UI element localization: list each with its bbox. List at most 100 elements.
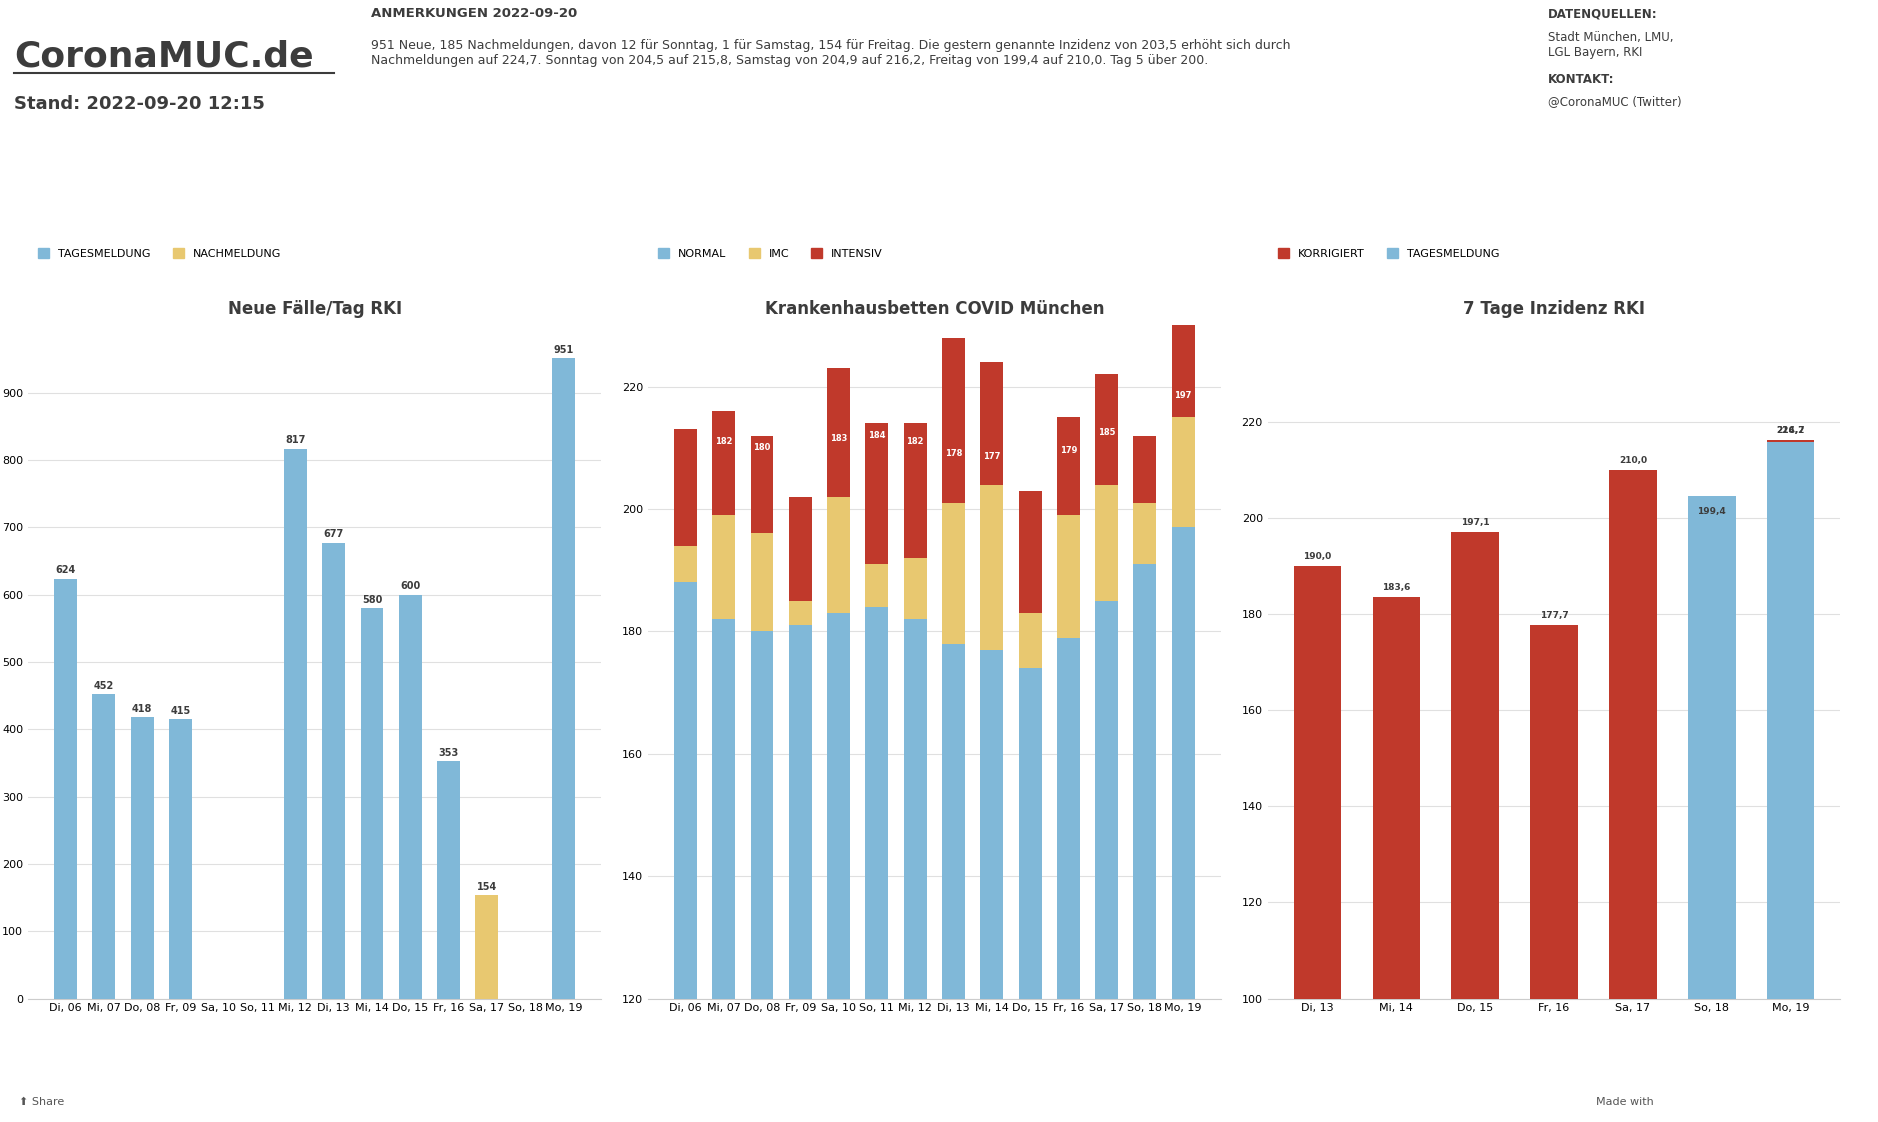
Bar [674, 430, 697, 545]
Text: INTENSIV: INTENSIV [1164, 273, 1211, 283]
Text: 5.621: 5.621 [725, 206, 839, 240]
Text: 951: 951 [554, 344, 573, 355]
Bar [712, 411, 734, 515]
Bar [1452, 532, 1499, 1122]
Text: 197: 197 [973, 206, 1031, 234]
Bar [866, 607, 888, 1122]
Bar [1373, 597, 1420, 1122]
Bar [1134, 435, 1157, 503]
Bar [712, 515, 734, 619]
Bar [1018, 613, 1042, 668]
Text: 190,0: 190,0 [1303, 552, 1332, 561]
Bar [943, 338, 965, 503]
Text: Quelle: CoronaMUC
LMU: 0,96 2022-09-19: Quelle: CoronaMUC LMU: 0,96 2022-09-19 [1337, 255, 1478, 283]
Title: Neue Fälle/Tag RKI: Neue Fälle/Tag RKI [227, 301, 402, 319]
Legend: KORRIGIERT, TAGESMELDUNG: KORRIGIERT, TAGESMELDUNG [1273, 243, 1504, 263]
Text: 181: 181 [791, 440, 809, 449]
Text: 183,6: 183,6 [1382, 582, 1410, 591]
Bar [789, 600, 811, 625]
Text: BESTÄTIGTE FÄLLE: BESTÄTIGTE FÄLLE [94, 158, 216, 171]
Bar [674, 582, 697, 1122]
Bar [903, 558, 926, 619]
Text: AKTUELL INFIZIERTE*: AKTUELL INFIZIERTE* [710, 158, 853, 171]
Text: 182: 182 [907, 438, 924, 447]
Text: * Genesene:  7 Tages Durchschnitt der Summe RKI vor 10 Tagen | Aktuell Infiziert: * Genesene: 7 Tages Durchschnitt der Sum… [526, 1039, 1352, 1054]
Bar [1095, 375, 1117, 485]
Text: 353: 353 [438, 747, 458, 757]
Text: Stand: 2022-09-20 12:15: Stand: 2022-09-20 12:15 [13, 95, 265, 113]
Text: INZIDENZ RKI: INZIDENZ RKI [1675, 158, 1765, 171]
Title: 7 Tage Inzidenz RKI: 7 Tage Inzidenz RKI [1463, 301, 1645, 319]
Text: +6: +6 [441, 206, 496, 240]
Bar [980, 485, 1003, 650]
Text: 177,7: 177,7 [1540, 611, 1568, 620]
Text: +1.073: +1.073 [83, 206, 227, 240]
Bar [826, 613, 851, 1122]
Text: 20: 20 [1168, 206, 1208, 234]
Text: 624: 624 [56, 565, 75, 576]
Text: 154: 154 [477, 882, 498, 892]
Bar [751, 435, 774, 533]
Bar [751, 533, 774, 632]
Text: 452: 452 [94, 681, 115, 691]
Text: Made with: Made with [1596, 1097, 1655, 1107]
Text: REPRODUKTIONSWERT: REPRODUKTIONSWERT [1332, 158, 1484, 171]
Text: 197,1: 197,1 [1461, 518, 1489, 527]
Bar [1134, 503, 1157, 564]
Text: Stadt München, LMU,
LGL Bayern, RKI: Stadt München, LMU, LGL Bayern, RKI [1547, 31, 1673, 58]
Text: 178: 178 [945, 450, 962, 459]
Bar [789, 497, 811, 600]
Bar [131, 717, 154, 999]
Text: NORMAL: NORMAL [978, 273, 1024, 283]
Text: 174: 174 [1022, 461, 1039, 470]
Bar [903, 619, 926, 1122]
Bar [903, 423, 926, 558]
Text: 210,0: 210,0 [1619, 456, 1647, 465]
Bar [284, 449, 306, 999]
Bar [1688, 496, 1735, 1122]
Legend: NORMAL, IMC, INTENSIV: NORMAL, IMC, INTENSIV [654, 243, 888, 263]
Bar [826, 368, 851, 497]
Bar [1609, 470, 1656, 1122]
Bar [1172, 295, 1194, 417]
Bar [398, 595, 423, 999]
Bar [943, 503, 965, 644]
Text: 951 Neue, 185 Nachmeldungen, davon 12 für Sonntag, 1 für Samstag, 154 für Freita: 951 Neue, 185 Nachmeldungen, davon 12 fü… [372, 39, 1290, 67]
Bar [475, 895, 498, 999]
Text: Gesamt: 632.186: Gesamt: 632.186 [101, 270, 210, 283]
Text: infogram: infogram [1750, 1097, 1799, 1107]
Bar [1057, 637, 1080, 1122]
Bar [54, 579, 77, 999]
Text: 182: 182 [716, 438, 732, 447]
Text: 600: 600 [400, 581, 421, 591]
Bar [1172, 527, 1194, 1122]
Bar [92, 695, 115, 999]
Bar [361, 608, 383, 999]
Bar [674, 545, 697, 582]
Text: 199,4: 199,4 [1698, 507, 1726, 516]
Text: 183: 183 [830, 434, 847, 443]
Bar [1767, 442, 1814, 1122]
Bar [712, 619, 734, 1122]
Bar [1057, 417, 1080, 515]
Text: 191: 191 [1136, 410, 1153, 419]
Text: Gesamt: 2.214: Gesamt: 2.214 [423, 270, 515, 283]
Bar [1172, 417, 1194, 527]
Bar [1688, 521, 1735, 1122]
Text: 224,7: 224,7 [1664, 206, 1778, 240]
Text: @CoronaMUC (Twitter): @CoronaMUC (Twitter) [1547, 95, 1681, 109]
Bar [751, 632, 774, 1122]
Text: 180: 180 [753, 443, 770, 452]
Text: 415: 415 [171, 706, 192, 716]
Bar [943, 644, 965, 1122]
Text: 216,2: 216,2 [1777, 426, 1805, 435]
Bar [980, 650, 1003, 1122]
Text: 184: 184 [868, 431, 886, 440]
Text: 1,09: 1,09 [1363, 206, 1452, 240]
Text: TODESFÄLLE: TODESFÄLLE [426, 158, 511, 171]
Text: 224,7: 224,7 [1777, 426, 1805, 435]
Bar [1294, 565, 1341, 1122]
Legend: TAGESMELDUNG, NACHMELDUNG: TAGESMELDUNG, NACHMELDUNG [34, 243, 285, 263]
Bar [789, 625, 811, 1122]
Bar [169, 719, 192, 999]
